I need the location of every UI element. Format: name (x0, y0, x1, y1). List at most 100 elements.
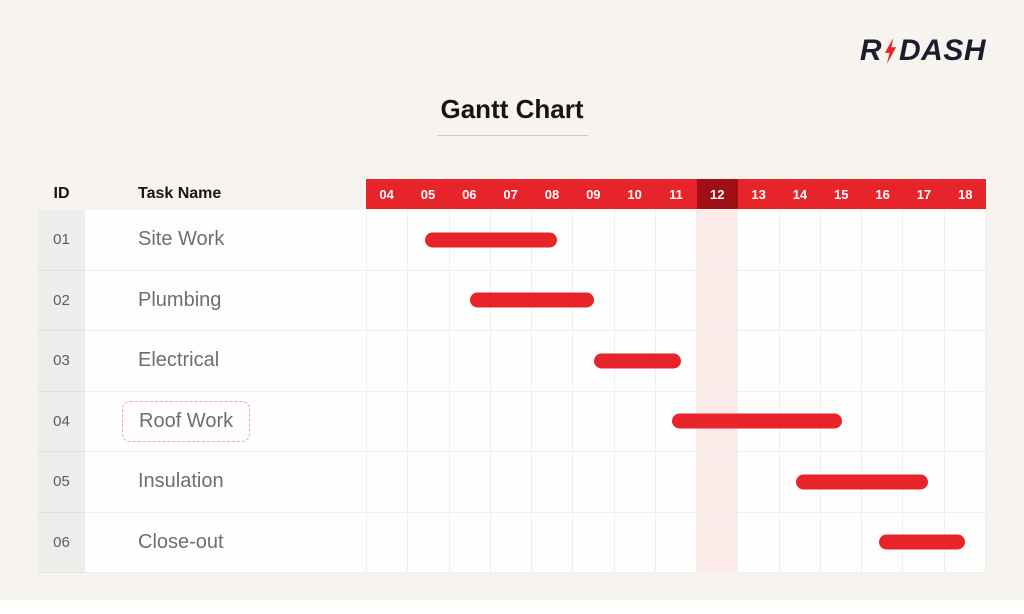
grid-cell (450, 391, 491, 451)
task-name-label: Close-out (138, 530, 224, 553)
grid-cell (532, 331, 574, 391)
grid-cell (903, 391, 945, 451)
table-header: ID Task Name 04 05 06 07 08 09 10 11 12 13 14 15 16 1… (38, 178, 986, 210)
title-wrap: Gantt Chart (0, 94, 1024, 136)
grid-cell (532, 512, 574, 572)
grid-cell (491, 391, 533, 451)
grid-cell (615, 512, 656, 572)
grid-cell (450, 512, 491, 572)
grid-cell (821, 391, 863, 451)
current-day-column (697, 452, 739, 512)
grid-cell (491, 512, 533, 572)
grid-cell (573, 270, 615, 330)
grid-cell (450, 452, 491, 512)
grid-cell (945, 210, 986, 270)
task-id: 03 (38, 331, 85, 392)
grid-cell (903, 210, 945, 270)
grid-cell (615, 210, 656, 270)
task-name-cell: Close-out (85, 513, 366, 573)
task-name-column-header: Task Name (138, 185, 222, 202)
grid-cell (945, 331, 986, 391)
grid-cell (903, 452, 945, 512)
grid-cell (532, 391, 574, 451)
grid-cell (491, 331, 533, 391)
task-row-02: 02 Plumbing (38, 270, 986, 331)
grid-cell (573, 452, 615, 512)
grid-cell (615, 270, 656, 330)
task-row-04: 04 Roof Work (38, 391, 986, 452)
task-bar-04[interactable] (672, 413, 842, 429)
day-header-16: 16 (875, 186, 890, 202)
task-id: 02 (38, 270, 85, 331)
grid-cell (738, 452, 780, 512)
grid-cell (903, 270, 945, 330)
grid-cell (573, 512, 615, 572)
day-header-04: 04 (379, 186, 394, 202)
task-bar-05[interactable] (796, 474, 929, 490)
grid-cell (656, 210, 698, 270)
grid-cell (738, 331, 780, 391)
grid-cell (656, 452, 698, 512)
grid-cell (862, 210, 904, 270)
grid-cell (367, 452, 409, 512)
grid-cell (367, 512, 409, 572)
grid-cell (573, 391, 615, 451)
grid-cell (821, 210, 863, 270)
grid-cell (408, 391, 450, 451)
grid-cell (367, 391, 409, 451)
grid-cell (491, 452, 533, 512)
grid-cell (945, 452, 986, 512)
day-header-18: 18 (958, 186, 973, 202)
grid-cell (367, 210, 409, 270)
task-id: 05 (38, 452, 85, 513)
grid-cell (945, 270, 986, 330)
timeline-cell (366, 210, 986, 271)
logo-text-r: R (859, 34, 882, 67)
grid-cell (573, 210, 615, 270)
task-bar-03[interactable] (593, 353, 681, 369)
grid-cell (862, 391, 904, 451)
grid-cell (408, 270, 450, 330)
day-header-13: 13 (751, 186, 766, 202)
task-name-label: Plumbing (138, 288, 222, 311)
grid-cell (738, 512, 780, 572)
bottom-strip (0, 600, 1024, 614)
grid-cell (862, 270, 904, 330)
task-bar-01[interactable] (424, 232, 557, 248)
grid-cell (656, 512, 698, 572)
task-name-label-selected[interactable]: Roof Work (122, 400, 251, 442)
day-header-06: 06 (462, 186, 477, 202)
timeline-cell (366, 391, 986, 452)
grid-cell (780, 331, 821, 391)
day-header-row: 04 05 06 07 08 09 10 11 12 13 14 15 16 17 18 (366, 179, 986, 209)
task-bar-06[interactable] (878, 534, 966, 550)
task-rows: 01 Site Work 02 Plumbing 03 Electrical 04 Roof … (38, 210, 986, 573)
day-header-10: 10 (627, 186, 642, 202)
task-bar-02[interactable] (470, 292, 594, 308)
grid-cell (945, 512, 986, 572)
timeline-cell (366, 512, 986, 573)
day-header-05: 05 (420, 186, 436, 202)
logo: R DASH (860, 34, 986, 68)
grid-cell (408, 452, 450, 512)
timeline-cell (366, 270, 986, 331)
grid-cell (615, 452, 656, 512)
task-name-cell: Insulation (85, 452, 366, 513)
grid-cell (408, 331, 450, 391)
day-header-07: 07 (503, 186, 518, 202)
grid-cell (656, 331, 698, 391)
task-row-06: 06 Close-out (38, 512, 986, 573)
day-header-12: 12 (696, 179, 738, 209)
task-name-cell: Roof Work (85, 392, 366, 452)
grid-cell (738, 210, 780, 270)
day-header-08: 08 (544, 186, 560, 202)
task-row-01: 01 Site Work (38, 210, 986, 271)
grid-cell (367, 270, 409, 330)
grid-cell (532, 210, 574, 270)
grid-cell (821, 270, 863, 330)
current-day-column (697, 331, 739, 391)
grid-cell (903, 331, 945, 391)
lightning-bolt-icon (884, 37, 897, 65)
timeline-cell (366, 452, 986, 513)
